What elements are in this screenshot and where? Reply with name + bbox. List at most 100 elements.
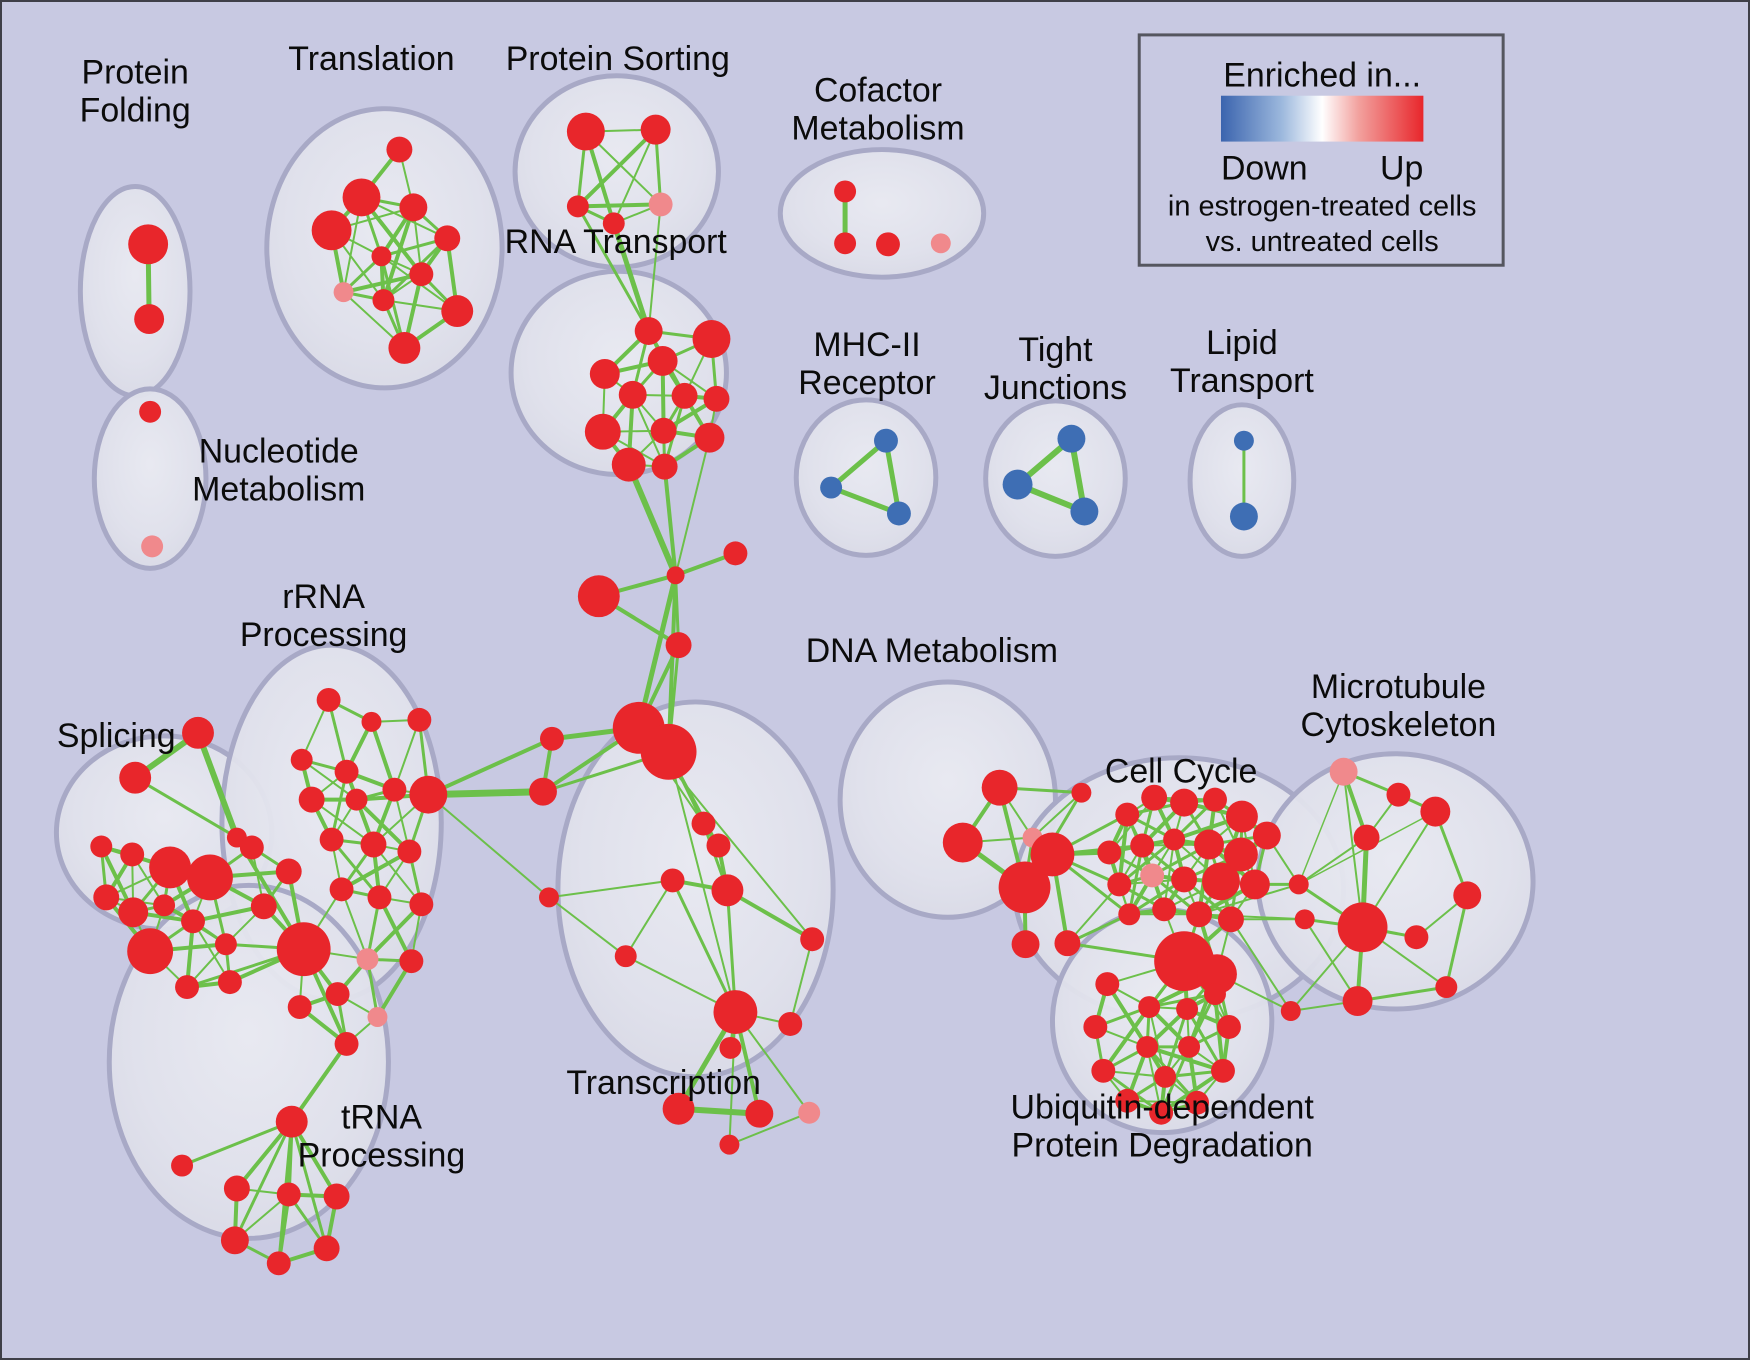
gene-set-node[interactable] [1170, 788, 1199, 817]
gene-set-node[interactable] [214, 933, 237, 956]
gene-set-node[interactable] [134, 304, 165, 335]
gene-set-node[interactable] [648, 192, 673, 217]
gene-set-node[interactable] [1011, 930, 1040, 959]
gene-set-node[interactable] [319, 827, 344, 852]
gene-set-node[interactable] [1107, 872, 1132, 897]
gene-set-node[interactable] [1197, 954, 1237, 995]
gene-set-node[interactable] [874, 428, 898, 453]
gene-set-node[interactable] [93, 884, 120, 911]
gene-set-node[interactable] [745, 1099, 774, 1128]
gene-set-node[interactable] [382, 777, 407, 802]
gene-set-node[interactable] [372, 289, 395, 312]
gene-set-node[interactable] [356, 948, 379, 971]
gene-set-node[interactable] [1070, 497, 1099, 526]
gene-set-node[interactable] [1186, 901, 1213, 928]
gene-set-node[interactable] [706, 833, 731, 858]
gene-set-node[interactable] [153, 894, 176, 917]
gene-set-node[interactable] [834, 232, 857, 255]
gene-set-node[interactable] [1225, 800, 1258, 833]
gene-set-node[interactable] [651, 453, 678, 480]
gene-set-node[interactable] [719, 1134, 740, 1155]
gene-set-node[interactable] [1136, 1035, 1159, 1058]
gene-set-node[interactable] [409, 892, 434, 917]
gene-set-node[interactable] [614, 945, 637, 968]
gene-set-node[interactable] [711, 874, 744, 907]
gene-set-node[interactable] [367, 1007, 388, 1027]
gene-set-node[interactable] [1095, 972, 1120, 997]
gene-set-node[interactable] [1203, 787, 1227, 812]
gene-set-node[interactable] [250, 893, 277, 920]
gene-set-node[interactable] [998, 861, 1051, 914]
gene-set-node[interactable] [713, 990, 758, 1034]
gene-set-node[interactable] [149, 846, 192, 889]
gene-set-node[interactable] [311, 210, 352, 251]
gene-set-node[interactable] [566, 195, 589, 218]
gene-set-node[interactable] [287, 995, 312, 1019]
gene-set-node[interactable] [187, 854, 233, 901]
gene-set-node[interactable] [1083, 1015, 1108, 1039]
gene-set-node[interactable] [275, 1105, 308, 1138]
gene-set-node[interactable] [1453, 881, 1482, 910]
gene-set-node[interactable] [820, 476, 843, 499]
gene-set-node[interactable] [266, 1251, 291, 1276]
gene-set-node[interactable] [798, 1101, 821, 1124]
gene-set-node[interactable] [399, 949, 424, 974]
gene-set-node[interactable] [1435, 976, 1458, 999]
gene-set-node[interactable] [399, 193, 428, 222]
gene-set-node[interactable] [1171, 866, 1198, 893]
gene-set-node[interactable] [1217, 906, 1244, 933]
gene-set-node[interactable] [360, 831, 387, 858]
gene-set-node[interactable] [1229, 502, 1258, 531]
gene-set-node[interactable] [875, 232, 900, 257]
gene-set-node[interactable] [1420, 796, 1451, 827]
gene-set-node[interactable] [1294, 909, 1315, 930]
gene-set-node[interactable] [1118, 903, 1141, 926]
gene-set-node[interactable] [1130, 833, 1155, 858]
gene-set-node[interactable] [1141, 784, 1168, 811]
gene-set-node[interactable] [1178, 1035, 1201, 1058]
gene-set-node[interactable] [181, 909, 205, 934]
gene-set-node[interactable] [1337, 902, 1388, 953]
gene-set-node[interactable] [325, 982, 350, 1007]
gene-set-node[interactable] [694, 422, 725, 453]
gene-set-node[interactable] [323, 1183, 350, 1210]
gene-set-node[interactable] [409, 775, 448, 814]
gene-set-node[interactable] [778, 1012, 803, 1036]
gene-set-node[interactable] [1030, 832, 1075, 877]
gene-set-node[interactable] [298, 786, 325, 813]
gene-set-node[interactable] [719, 1036, 742, 1059]
gene-set-node[interactable] [175, 975, 199, 1000]
gene-set-node[interactable] [1194, 829, 1224, 860]
gene-set-node[interactable] [566, 112, 605, 151]
gene-set-node[interactable] [141, 535, 164, 558]
gene-set-node[interactable] [1163, 828, 1186, 851]
gene-set-node[interactable] [407, 707, 432, 732]
gene-set-node[interactable] [334, 1031, 359, 1056]
gene-set-node[interactable] [671, 382, 698, 409]
gene-set-node[interactable] [223, 1175, 250, 1202]
gene-set-node[interactable] [611, 447, 646, 482]
gene-set-node[interactable] [333, 282, 354, 303]
gene-set-node[interactable] [1329, 757, 1358, 786]
gene-set-node[interactable] [1097, 840, 1122, 865]
gene-set-node[interactable] [1002, 469, 1033, 500]
gene-set-node[interactable] [182, 716, 214, 749]
gene-set-node[interactable] [834, 180, 857, 203]
gene-set-node[interactable] [640, 723, 697, 780]
gene-set-node[interactable] [290, 748, 313, 771]
gene-set-node[interactable] [1140, 863, 1165, 888]
gene-set-node[interactable] [618, 380, 647, 409]
gene-set-node[interactable] [1115, 1088, 1140, 1113]
gene-set-node[interactable] [1353, 824, 1380, 851]
gene-set-node[interactable] [1149, 1100, 1174, 1125]
gene-set-node[interactable] [1176, 998, 1199, 1020]
gene-set-node[interactable] [703, 385, 730, 412]
gene-set-node[interactable] [397, 839, 422, 864]
gene-set-node[interactable] [1216, 1015, 1241, 1039]
gene-set-node[interactable] [1342, 986, 1373, 1017]
gene-set-node[interactable] [1138, 996, 1161, 1019]
gene-set-node[interactable] [634, 317, 663, 345]
gene-set-node[interactable] [692, 320, 731, 358]
gene-set-node[interactable] [981, 769, 1018, 806]
gene-set-node[interactable] [1252, 821, 1281, 850]
